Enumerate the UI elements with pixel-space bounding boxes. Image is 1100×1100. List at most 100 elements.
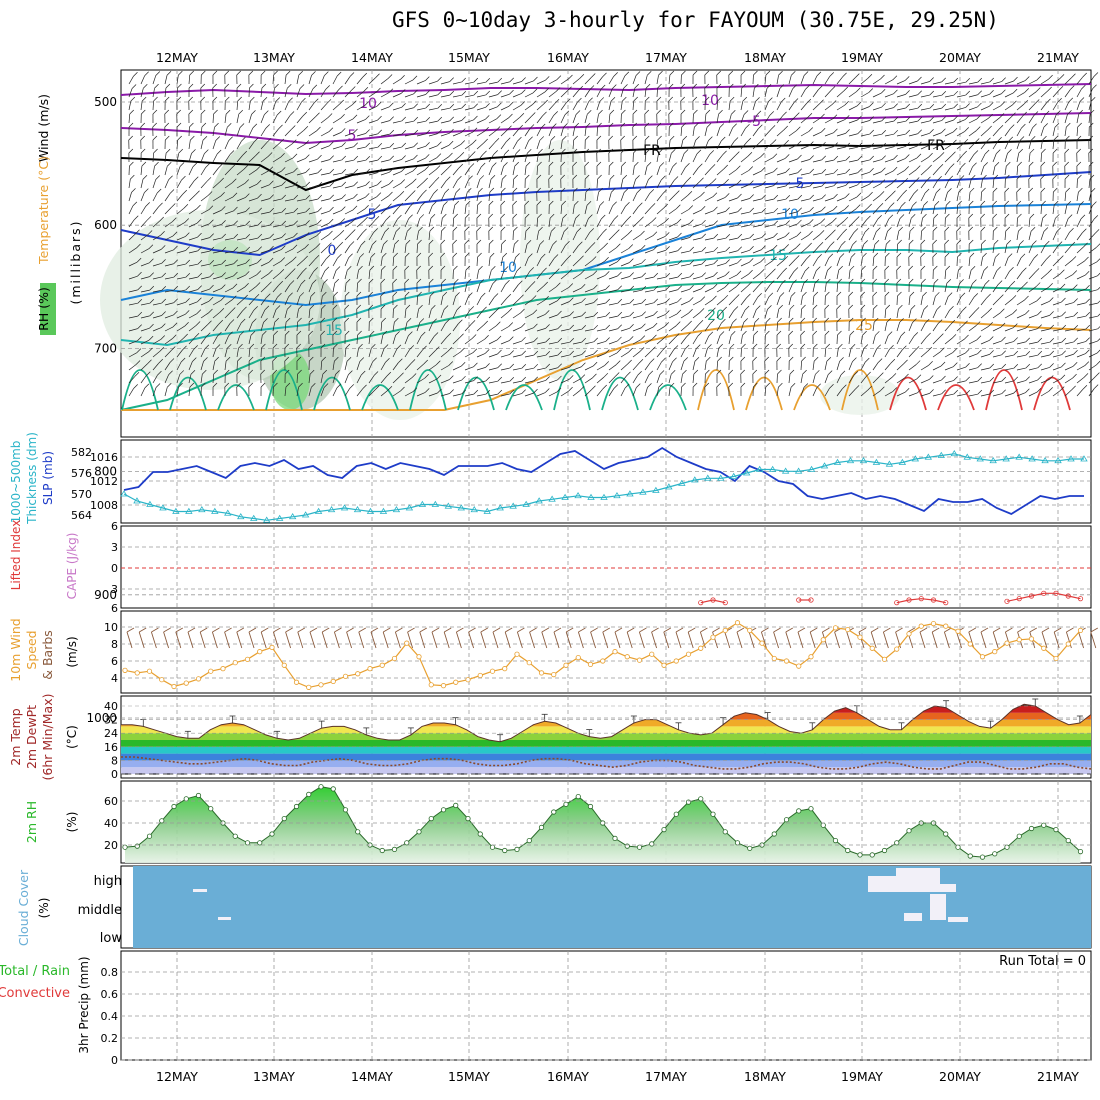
thickness-marker — [626, 490, 634, 497]
thickness-marker — [159, 504, 167, 511]
thickness-axis-label: Thickness (dm) — [25, 432, 39, 525]
cloud-patch — [930, 894, 946, 920]
temperature-band — [121, 740, 1091, 747]
boundary-layer-contour — [121, 369, 159, 411]
wind-speed-marker — [551, 671, 557, 678]
rh-marker — [1077, 848, 1084, 855]
date-label-bottom: 12MAY — [156, 1069, 198, 1084]
rh-marker — [281, 815, 287, 822]
wind-speed-marker — [220, 666, 226, 672]
thickness-marker — [509, 502, 517, 509]
wind-speed-marker — [318, 682, 324, 688]
precip-tick-label: 0.4 — [101, 1010, 119, 1023]
thickness-marker — [314, 507, 323, 514]
cloud-patch — [218, 917, 231, 920]
rh-tick-label: 40 — [104, 817, 118, 830]
thickness-marker — [198, 505, 206, 513]
boundary-layer-contour — [505, 384, 543, 411]
rh-marker — [453, 802, 459, 809]
wind-speed-marker — [685, 651, 692, 657]
boundary-layer-contour — [457, 376, 495, 411]
isotherm-line-3 — [120, 171, 1092, 257]
temperature-band — [121, 767, 1091, 774]
rh-marker — [710, 811, 716, 817]
thickness-marker — [976, 455, 984, 462]
rh-marker — [379, 847, 385, 854]
thickness-marker — [483, 507, 491, 514]
wind-speed-marker — [747, 627, 753, 634]
rh-marker — [820, 822, 826, 828]
isotherm-label: 10 — [781, 207, 799, 223]
rh-legend-swatch — [40, 283, 56, 335]
li-tick-label: 3 — [111, 541, 118, 554]
date-label-top: 16MAY — [547, 50, 589, 65]
date-label-bottom: 21MAY — [1037, 1069, 1079, 1084]
rh-marker — [526, 837, 532, 844]
thickness-marker — [470, 505, 478, 513]
wind-speed-marker — [979, 654, 986, 660]
temperature-band — [121, 746, 1091, 754]
wind-speed-marker — [367, 666, 373, 672]
thickness-marker — [807, 465, 816, 472]
thickness-marker — [613, 491, 621, 499]
wind-speed-marker — [845, 626, 851, 633]
cloud-patch — [940, 884, 956, 892]
date-label-top: 19MAY — [841, 50, 883, 65]
pressure-tick-label: 1000 — [86, 711, 117, 725]
isotherm-line-5 — [120, 243, 1092, 347]
date-label-top: 15MAY — [448, 50, 490, 65]
thickness-marker — [755, 465, 764, 472]
boundary-layer-contour — [649, 384, 687, 411]
li-tick-label: 6 — [111, 602, 118, 615]
rh-marker — [1016, 833, 1022, 839]
temp-axis-label: 2m Temp — [8, 708, 23, 765]
thickness-marker — [885, 460, 894, 467]
thickness-marker — [730, 472, 738, 479]
thickness-marker — [1067, 455, 1075, 462]
wind-speed-marker — [391, 655, 398, 662]
thickness-marker — [859, 456, 868, 464]
upper-axis-temperature-label: Temperature (°C) — [36, 156, 51, 265]
wind-speed-marker — [857, 634, 863, 640]
dewpoint-line — [121, 756, 1092, 770]
isotherm-line-4 — [120, 203, 1092, 307]
panel-frame-1 — [120, 439, 1092, 524]
temperature-band — [121, 712, 1091, 720]
thickness-marker — [781, 467, 790, 474]
thickness-marker — [457, 504, 466, 511]
wind-speed-marker — [477, 672, 483, 679]
thickness-tick-label: 570 — [71, 488, 92, 501]
thickness-marker — [340, 504, 349, 511]
panel-frame-7 — [120, 950, 1092, 1061]
rh-marker — [636, 844, 643, 850]
rh-marker — [722, 829, 728, 835]
wind-barbs — [128, 70, 1100, 397]
boundary-layer-contour — [601, 376, 639, 411]
cloud-level-label: middle — [78, 903, 122, 918]
date-label-top: 14MAY — [351, 50, 393, 65]
precip-tick-label: 0.6 — [101, 988, 119, 1001]
thickness-marker — [574, 491, 582, 499]
rh-marker — [342, 807, 349, 813]
cloud-cover-field — [133, 866, 1091, 948]
temp-tick-label: 8 — [111, 754, 118, 767]
wind-speed-marker — [1053, 655, 1059, 662]
li-tick-label: 6 — [111, 520, 118, 533]
thickness-tick-label: 576 — [71, 467, 92, 480]
thickness-marker — [353, 505, 362, 513]
boundary-layer-contour — [889, 376, 927, 411]
rh-marker — [1041, 822, 1047, 828]
temperature-band — [121, 726, 1091, 734]
isotherm-line-6 — [120, 281, 1092, 411]
slp-line — [123, 446, 1084, 516]
thickness-axis-label-2: 1000~500mb — [9, 441, 23, 524]
wind-speed-marker — [502, 666, 508, 672]
wind-speed-marker — [232, 660, 238, 666]
rh-marker — [122, 844, 128, 850]
date-label-bottom: 20MAY — [939, 1069, 981, 1084]
thickness-marker — [431, 500, 440, 507]
rh-axis-unit: (%) — [65, 812, 79, 833]
slp-axis-label: SLP (mb) — [41, 451, 55, 505]
wind-speed-marker — [563, 662, 569, 668]
wind-speed-marker — [783, 658, 790, 664]
